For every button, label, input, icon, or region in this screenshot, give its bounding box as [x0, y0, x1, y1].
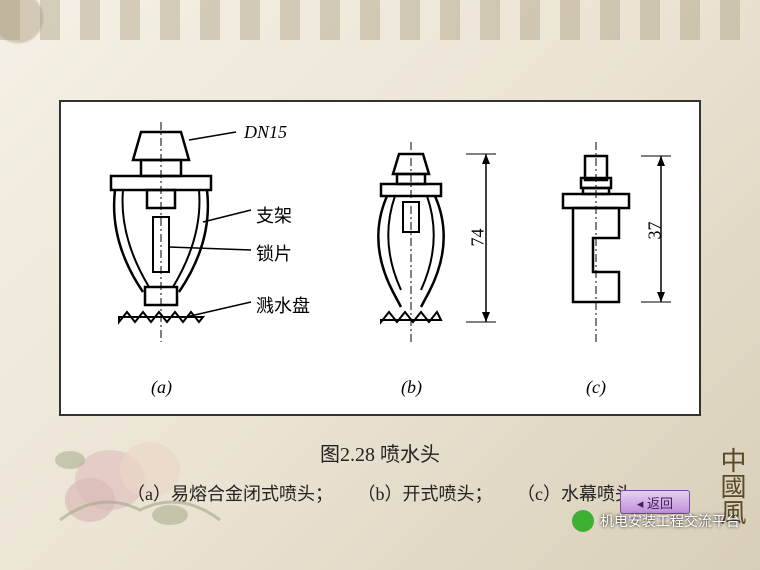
figure-title: 喷水头 [380, 444, 440, 466]
sprinkler-c [551, 142, 691, 352]
annot-dn15: DN15 [244, 122, 287, 143]
sub-b: （b）开式喷头； [358, 484, 493, 504]
annot-deflector: 溅水盘 [256, 292, 310, 318]
wechat-credit: 机电安装工程交流平台 [572, 510, 740, 532]
decorative-top-border [0, 0, 760, 40]
annot-frame: 支架 [256, 202, 292, 228]
wechat-text: 机电安装工程交流平台 [600, 511, 740, 531]
diagram-frame: DN15 支架 锁片 溅水盘 [59, 100, 701, 416]
sprinkler-a [91, 122, 281, 352]
decorative-flowers [20, 390, 280, 550]
sub-c: （c）水幕喷头 [517, 484, 633, 504]
annot-lock-plate: 锁片 [256, 240, 292, 266]
corner-scroll-ornament [0, 0, 60, 60]
label-c: (c) [586, 377, 606, 398]
sub-a: （a）易熔合金闭式喷头； [127, 484, 333, 504]
dim-b: 74 [468, 229, 489, 247]
back-button-label: ◂ 返回 [637, 493, 673, 512]
dim-c: 37 [645, 222, 666, 240]
label-b: (b) [401, 377, 422, 398]
sprinkler-b [361, 142, 511, 352]
wechat-icon [572, 510, 594, 532]
footer-area: 机电安装工程交流平台 [480, 510, 740, 550]
diagram-inner: DN15 支架 锁片 溅水盘 [61, 102, 699, 414]
figure-number: 图2.28 [320, 444, 375, 466]
figure-caption: 图2.28 喷水头 [0, 438, 760, 467]
